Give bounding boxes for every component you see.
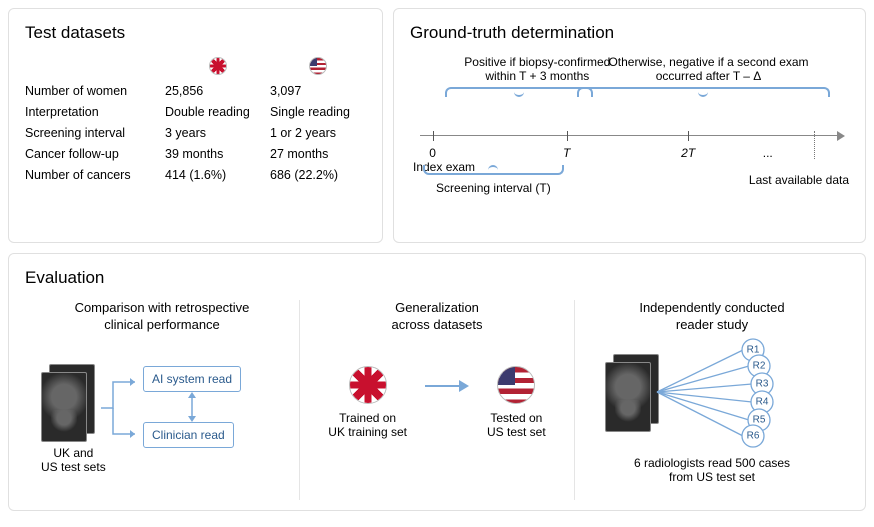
- reader-bubble: R6: [747, 430, 760, 441]
- col2-right-caption: Tested on US test set: [487, 411, 546, 439]
- uk-flag-icon: [349, 366, 387, 404]
- right-arrow-icon: [425, 379, 469, 393]
- cell-uk: 25,856: [165, 84, 270, 98]
- clinician-read-box: Clinician read: [143, 422, 234, 448]
- reader-bubble: R4: [756, 396, 769, 407]
- reader-bubble: R2: [753, 360, 766, 371]
- eval-col-comparison: Comparison with retrospective clinical p…: [25, 300, 299, 500]
- row-label: Cancer follow-up: [25, 147, 165, 161]
- negative-label: Otherwise, negative if a second exam: [577, 55, 840, 69]
- timeline-axis: 0 T 2T ...: [420, 135, 839, 136]
- datasets-table: Number of women 25,856 3,097 Interpretat…: [25, 55, 366, 182]
- double-arrow-icon: [185, 392, 199, 422]
- us-flag-icon: [309, 57, 327, 75]
- mammogram-thumb-icon: [605, 354, 661, 432]
- reader-bubble: R1: [747, 344, 760, 355]
- cell-us: Single reading: [270, 105, 365, 119]
- evaluation-panel: Evaluation Comparison with retrospective…: [8, 253, 866, 511]
- evaluation-title: Evaluation: [25, 268, 849, 288]
- col1-heading: Comparison with retrospective: [75, 300, 250, 315]
- us-flag-icon: [497, 366, 535, 404]
- ground-truth-title: Ground-truth determination: [410, 23, 849, 43]
- reader-bubble: R5: [753, 414, 766, 425]
- ground-truth-panel: Ground-truth determination Positive if b…: [393, 8, 866, 243]
- col3-heading: reader study: [676, 317, 748, 332]
- last-data-label: Last available data: [749, 173, 849, 187]
- cell-us: 686 (22.2%): [270, 168, 365, 182]
- uk-flag-icon: [209, 57, 227, 75]
- tick-T: T: [563, 146, 570, 160]
- datasets-title: Test datasets: [25, 23, 366, 43]
- reader-bubble: R3: [756, 378, 769, 389]
- screening-interval-label: Screening interval (T): [423, 181, 563, 195]
- eval-col-generalization: Generalization across datasets Trained o…: [299, 300, 574, 500]
- eval-col-reader-study: Independently conducted reader study: [574, 300, 849, 500]
- tick-0: 0: [429, 146, 436, 160]
- row-label: Interpretation: [25, 105, 165, 119]
- split-arrow-icon: [99, 368, 139, 448]
- row-label: Screening interval: [25, 126, 165, 140]
- col2-heading: Generalization: [395, 300, 479, 315]
- cell-uk: 414 (1.6%): [165, 168, 270, 182]
- row-label: Number of women: [25, 84, 165, 98]
- cell-us: 1 or 2 years: [270, 126, 365, 140]
- mammogram-thumb-icon: [41, 364, 97, 442]
- negative-label: occurred after T – Δ: [577, 69, 840, 83]
- ai-read-box: AI system read: [143, 366, 241, 392]
- col2-left-caption: Trained on UK training set: [328, 411, 407, 439]
- ground-truth-timeline: Positive if biopsy-confirmed within T + …: [410, 55, 849, 215]
- test-datasets-panel: Test datasets Number of women 25,856 3,0…: [8, 8, 383, 243]
- col2-heading: across datasets: [391, 317, 482, 332]
- reader-fan-icon: R1 R2 R3 R4 R5 R6: [657, 344, 777, 454]
- col3-heading: Independently conducted: [639, 300, 784, 315]
- tick-dots: ...: [763, 146, 773, 160]
- cell-us: 27 months: [270, 147, 365, 161]
- col3-caption: 6 radiologists read 500 cases from US te…: [585, 456, 839, 484]
- col1-caption: UK and US test sets: [41, 446, 106, 474]
- col1-heading: clinical performance: [104, 317, 220, 332]
- cell-uk: Double reading: [165, 105, 270, 119]
- cell-us: 3,097: [270, 84, 365, 98]
- tick-2T: 2T: [681, 146, 695, 160]
- cell-uk: 39 months: [165, 147, 270, 161]
- row-label: Number of cancers: [25, 168, 165, 182]
- cell-uk: 3 years: [165, 126, 270, 140]
